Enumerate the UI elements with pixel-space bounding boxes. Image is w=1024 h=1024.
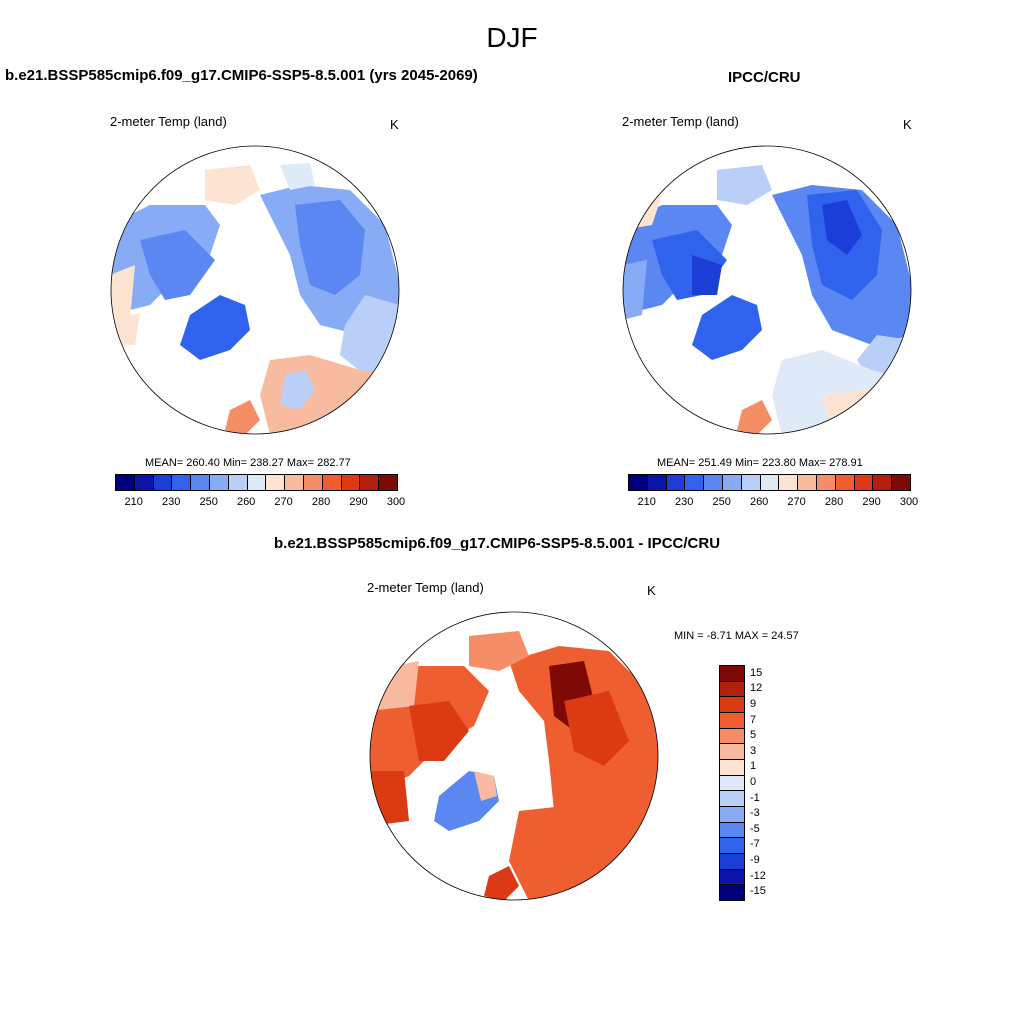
colorbar-tick-label: 9 [750, 697, 757, 710]
left-units-label: K [390, 117, 399, 132]
diff-panel-title: b.e21.BSSP585cmip6.f09_g17.CMIP6-SSP5-8.… [274, 535, 721, 552]
diff-units-label: K [647, 583, 656, 598]
diff-colorbar-ticks: -15 -12 -9 -7 -5 -3 -1 0 1 3 5 7 9 12 15 [750, 665, 790, 899]
left-panel-title: b.e21.BSSP585cmip6.f09_g17.CMIP6-SSP5-8.… [5, 67, 478, 84]
colorbar-swatch [341, 475, 361, 490]
colorbar-swatch [816, 475, 836, 490]
colorbar-tick-label: -1 [750, 791, 760, 804]
colorbar-swatch [720, 821, 744, 838]
colorbar-swatch [116, 475, 135, 490]
colorbar-swatch [172, 475, 192, 490]
right-variable-label: 2-meter Temp (land) [622, 114, 739, 129]
colorbar-tick-label: 290 [349, 496, 368, 508]
figure-title: DJF [486, 22, 538, 53]
colorbar-swatch [720, 868, 744, 885]
colorbar-swatch [379, 475, 397, 490]
left-stats: MEAN= 260.40 Min= 238.27 Max= 282.77 [145, 457, 351, 469]
colorbar-tick-label: -5 [750, 822, 760, 835]
colorbar-swatch [798, 475, 817, 490]
colorbar-tick-label: 280 [311, 496, 331, 508]
colorbar-swatch [285, 475, 304, 490]
colorbar-swatch [720, 665, 744, 681]
colorbar-swatch [191, 475, 210, 490]
diff-stats: MIN = -8.71 MAX = 24.57 [674, 630, 799, 642]
diff-colorbar [719, 665, 745, 901]
colorbar-swatch [247, 475, 267, 490]
colorbar-tick-label: 15 [750, 666, 763, 679]
colorbar-swatch [720, 758, 744, 775]
colorbar-swatch [720, 774, 744, 791]
colorbar-tick-label: 230 [162, 496, 181, 508]
colorbar-swatch [322, 475, 342, 490]
colorbar-swatch [720, 680, 744, 697]
colorbar-swatch [209, 475, 229, 490]
colorbar-tick-label: 260 [236, 496, 256, 508]
diff-polar-map [369, 611, 659, 901]
colorbar-swatch [720, 837, 744, 853]
colorbar-swatch [854, 475, 874, 490]
colorbar-swatch [720, 790, 744, 806]
colorbar-swatch [685, 475, 705, 490]
colorbar-swatch [266, 475, 286, 490]
colorbar-swatch [892, 475, 910, 490]
colorbar-swatch [873, 475, 893, 490]
colorbar-tick-label: 7 [750, 713, 757, 726]
colorbar-tick-label: 280 [824, 496, 844, 508]
colorbar-swatch [720, 727, 744, 744]
colorbar-swatch [360, 475, 380, 490]
colorbar-tick-label: 1 [750, 760, 757, 773]
colorbar-swatch [720, 852, 744, 869]
left-variable-label: 2-meter Temp (land) [110, 114, 227, 129]
right-colorbar-ticks: 210 230 250 260 270 280 290 300 [628, 496, 919, 510]
colorbar-swatch [720, 805, 744, 822]
right-units-label: K [903, 117, 912, 132]
colorbar-tick-label: 210 [124, 496, 143, 508]
colorbar-tick-label: -15 [750, 885, 766, 898]
colorbar-tick-label: 270 [787, 496, 806, 508]
colorbar-swatch [720, 711, 744, 728]
colorbar-tick-label: 12 [750, 682, 763, 695]
colorbar-swatch [666, 475, 686, 490]
colorbar-tick-label: -7 [750, 838, 760, 851]
colorbar-swatch [779, 475, 799, 490]
colorbar-tick-label: 210 [637, 496, 656, 508]
colorbar-tick-label: -9 [750, 854, 760, 866]
diff-variable-label: 2-meter Temp (land) [367, 580, 484, 595]
colorbar-tick-label: 300 [386, 496, 406, 508]
colorbar-swatch [228, 475, 248, 490]
colorbar-tick-label: 250 [199, 496, 218, 508]
right-panel-title: IPCC/CRU [728, 69, 801, 86]
colorbar-tick-label: -12 [750, 869, 766, 882]
colorbar-swatch [134, 475, 154, 490]
colorbar-swatch [704, 475, 723, 490]
colorbar-tick-label: 250 [712, 496, 731, 508]
colorbar-swatch [760, 475, 780, 490]
colorbar-swatch [720, 696, 744, 712]
colorbar-tick-label: 290 [862, 496, 881, 508]
left-polar-map [110, 145, 400, 435]
colorbar-tick-label: 270 [274, 496, 293, 508]
colorbar-tick-label: 260 [749, 496, 769, 508]
colorbar-swatch [720, 884, 744, 900]
right-polar-map [622, 145, 912, 435]
colorbar-tick-label: 230 [675, 496, 694, 508]
colorbar-tick-label: 300 [899, 496, 919, 508]
colorbar-tick-label: 3 [750, 744, 757, 757]
colorbar-swatch [153, 475, 173, 490]
colorbar-swatch [629, 475, 648, 490]
colorbar-swatch [835, 475, 855, 490]
colorbar-tick-label: -3 [750, 807, 760, 820]
right-colorbar [628, 474, 911, 491]
colorbar-swatch [720, 743, 744, 759]
colorbar-tick-label: 5 [750, 729, 757, 742]
colorbar-swatch [722, 475, 742, 490]
colorbar-swatch [647, 475, 667, 490]
left-colorbar [115, 474, 398, 491]
colorbar-swatch [303, 475, 323, 490]
left-colorbar-ticks: 210 230 250 260 270 280 290 300 [115, 496, 406, 510]
right-stats: MEAN= 251.49 Min= 223.80 Max= 278.91 [657, 457, 863, 469]
colorbar-tick-label: 0 [750, 776, 757, 788]
colorbar-swatch [741, 475, 761, 490]
